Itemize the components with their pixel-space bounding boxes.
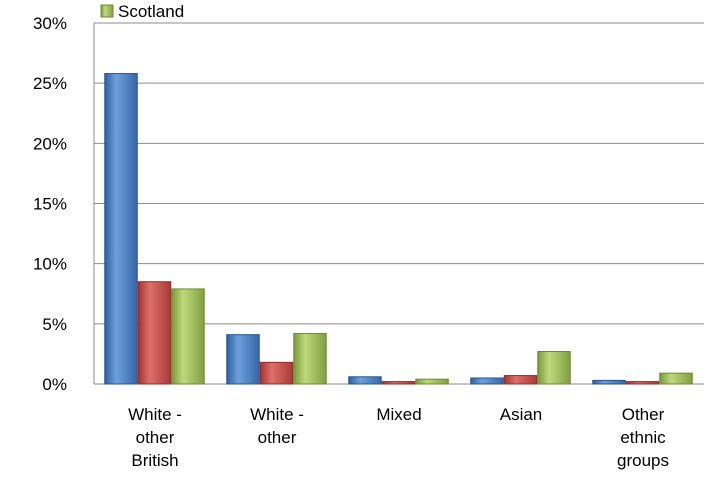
bar-series-1-5 [592, 379, 626, 385]
bar-series-3-3 [415, 378, 449, 385]
y-tick-label: 30% [33, 14, 67, 33]
category-label: Mixed [376, 405, 421, 424]
y-tick-label: 5% [42, 315, 67, 334]
bar-series-3-5 [659, 372, 693, 385]
y-tick-label: 0% [42, 375, 67, 394]
bar-series-3-4 [537, 351, 571, 385]
category-label: White -other [250, 405, 304, 447]
bar-series-2-2 [259, 361, 294, 385]
bar-series-1-3 [348, 376, 382, 385]
bar-series-3-1 [171, 288, 205, 385]
category-label: Asian [500, 405, 543, 424]
legend-label: Scotland [118, 2, 184, 21]
y-tick-label: 25% [33, 74, 67, 93]
category-label: Other ethnic groups [617, 405, 669, 470]
bar-series-3-2 [293, 332, 327, 385]
bar-series-1-4 [470, 377, 504, 385]
bar-series-1-1 [104, 73, 138, 385]
y-tick-label: 20% [33, 134, 67, 153]
bar-series-2-3 [381, 381, 416, 385]
bar-series-1-2 [226, 334, 260, 385]
bar-series-2-1 [137, 281, 172, 385]
y-tick-label: 10% [33, 255, 67, 274]
legend-swatch [100, 4, 114, 18]
y-tick-label: 15% [33, 195, 67, 214]
bar-series-2-4 [503, 375, 538, 385]
bar-series-2-5 [625, 381, 660, 385]
category-label: White -other British [128, 405, 182, 470]
